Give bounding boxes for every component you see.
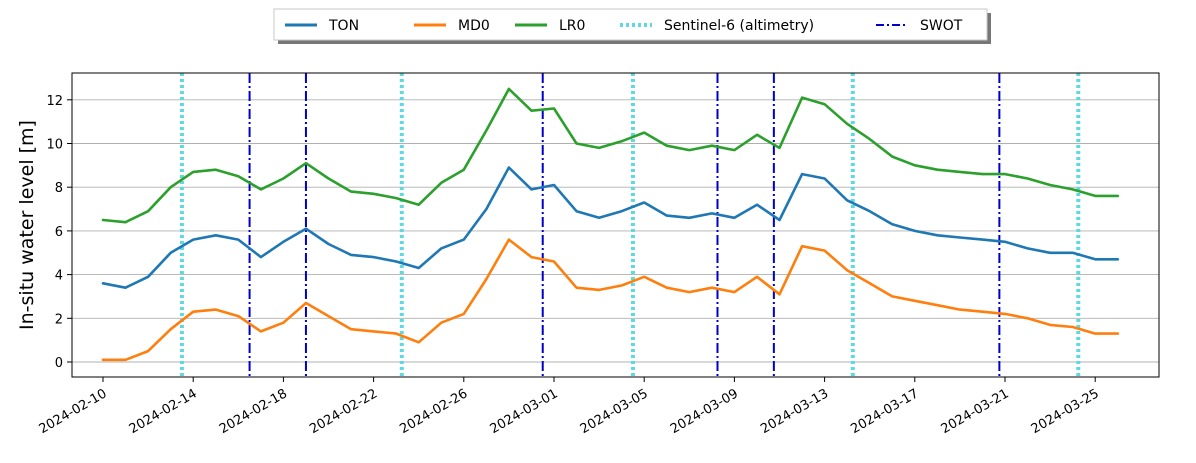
grid bbox=[72, 99, 1159, 363]
legend: TON MD0 LR0 Sentinel-6 (altimetry) SWOT bbox=[273, 8, 991, 44]
x-tick-label: 2024-03-09 bbox=[668, 386, 741, 437]
legend-label: TON bbox=[328, 18, 359, 34]
x-tick-label: 2024-03-25 bbox=[1029, 386, 1102, 437]
plot-frame bbox=[71, 72, 1160, 378]
y-axis-title: In-situ water level [m] bbox=[16, 120, 38, 330]
x-tick-label: 2024-02-18 bbox=[217, 386, 290, 437]
y-tick-label: 8 bbox=[55, 181, 63, 196]
y-tick-label: 12 bbox=[46, 94, 63, 109]
y-tick-label: 6 bbox=[55, 225, 63, 240]
x-tick-label: 2024-02-22 bbox=[307, 386, 380, 437]
x-tick-label: 2024-02-14 bbox=[127, 386, 200, 437]
overpass-lines bbox=[179, 73, 1081, 377]
x-tick-label: 2024-03-21 bbox=[939, 386, 1012, 437]
legend-label: MD0 bbox=[458, 18, 490, 34]
x-axis: 2024-02-10 2024-02-14 2024-02-18 2024-02-22… bbox=[37, 377, 1102, 437]
legend-label: LR0 bbox=[559, 18, 585, 34]
series-line-lr0 bbox=[101, 87, 1120, 224]
y-axis: 0 2 4 6 8 10 12 bbox=[46, 94, 72, 371]
series-line-ton bbox=[101, 166, 1120, 290]
x-tick-label: 2024-02-10 bbox=[37, 386, 110, 437]
legend-box bbox=[273, 8, 988, 41]
y-tick-label: 4 bbox=[55, 269, 63, 284]
legend-label: Sentinel-6 (altimetry) bbox=[664, 18, 814, 34]
y-tick-label: 10 bbox=[46, 138, 63, 153]
x-tick-label: 2024-03-17 bbox=[848, 386, 921, 437]
x-tick-label: 2024-03-13 bbox=[758, 386, 831, 437]
x-tick-label: 2024-02-26 bbox=[397, 386, 470, 437]
legend-label: SWOT bbox=[920, 18, 963, 34]
series-line-md0 bbox=[101, 238, 1120, 362]
x-tick-label: 2024-03-01 bbox=[488, 386, 561, 437]
x-tick-label: 2024-03-05 bbox=[578, 386, 651, 437]
y-tick-label: 0 bbox=[55, 356, 63, 371]
series-lines bbox=[101, 87, 1120, 362]
y-tick-label: 2 bbox=[55, 312, 63, 327]
